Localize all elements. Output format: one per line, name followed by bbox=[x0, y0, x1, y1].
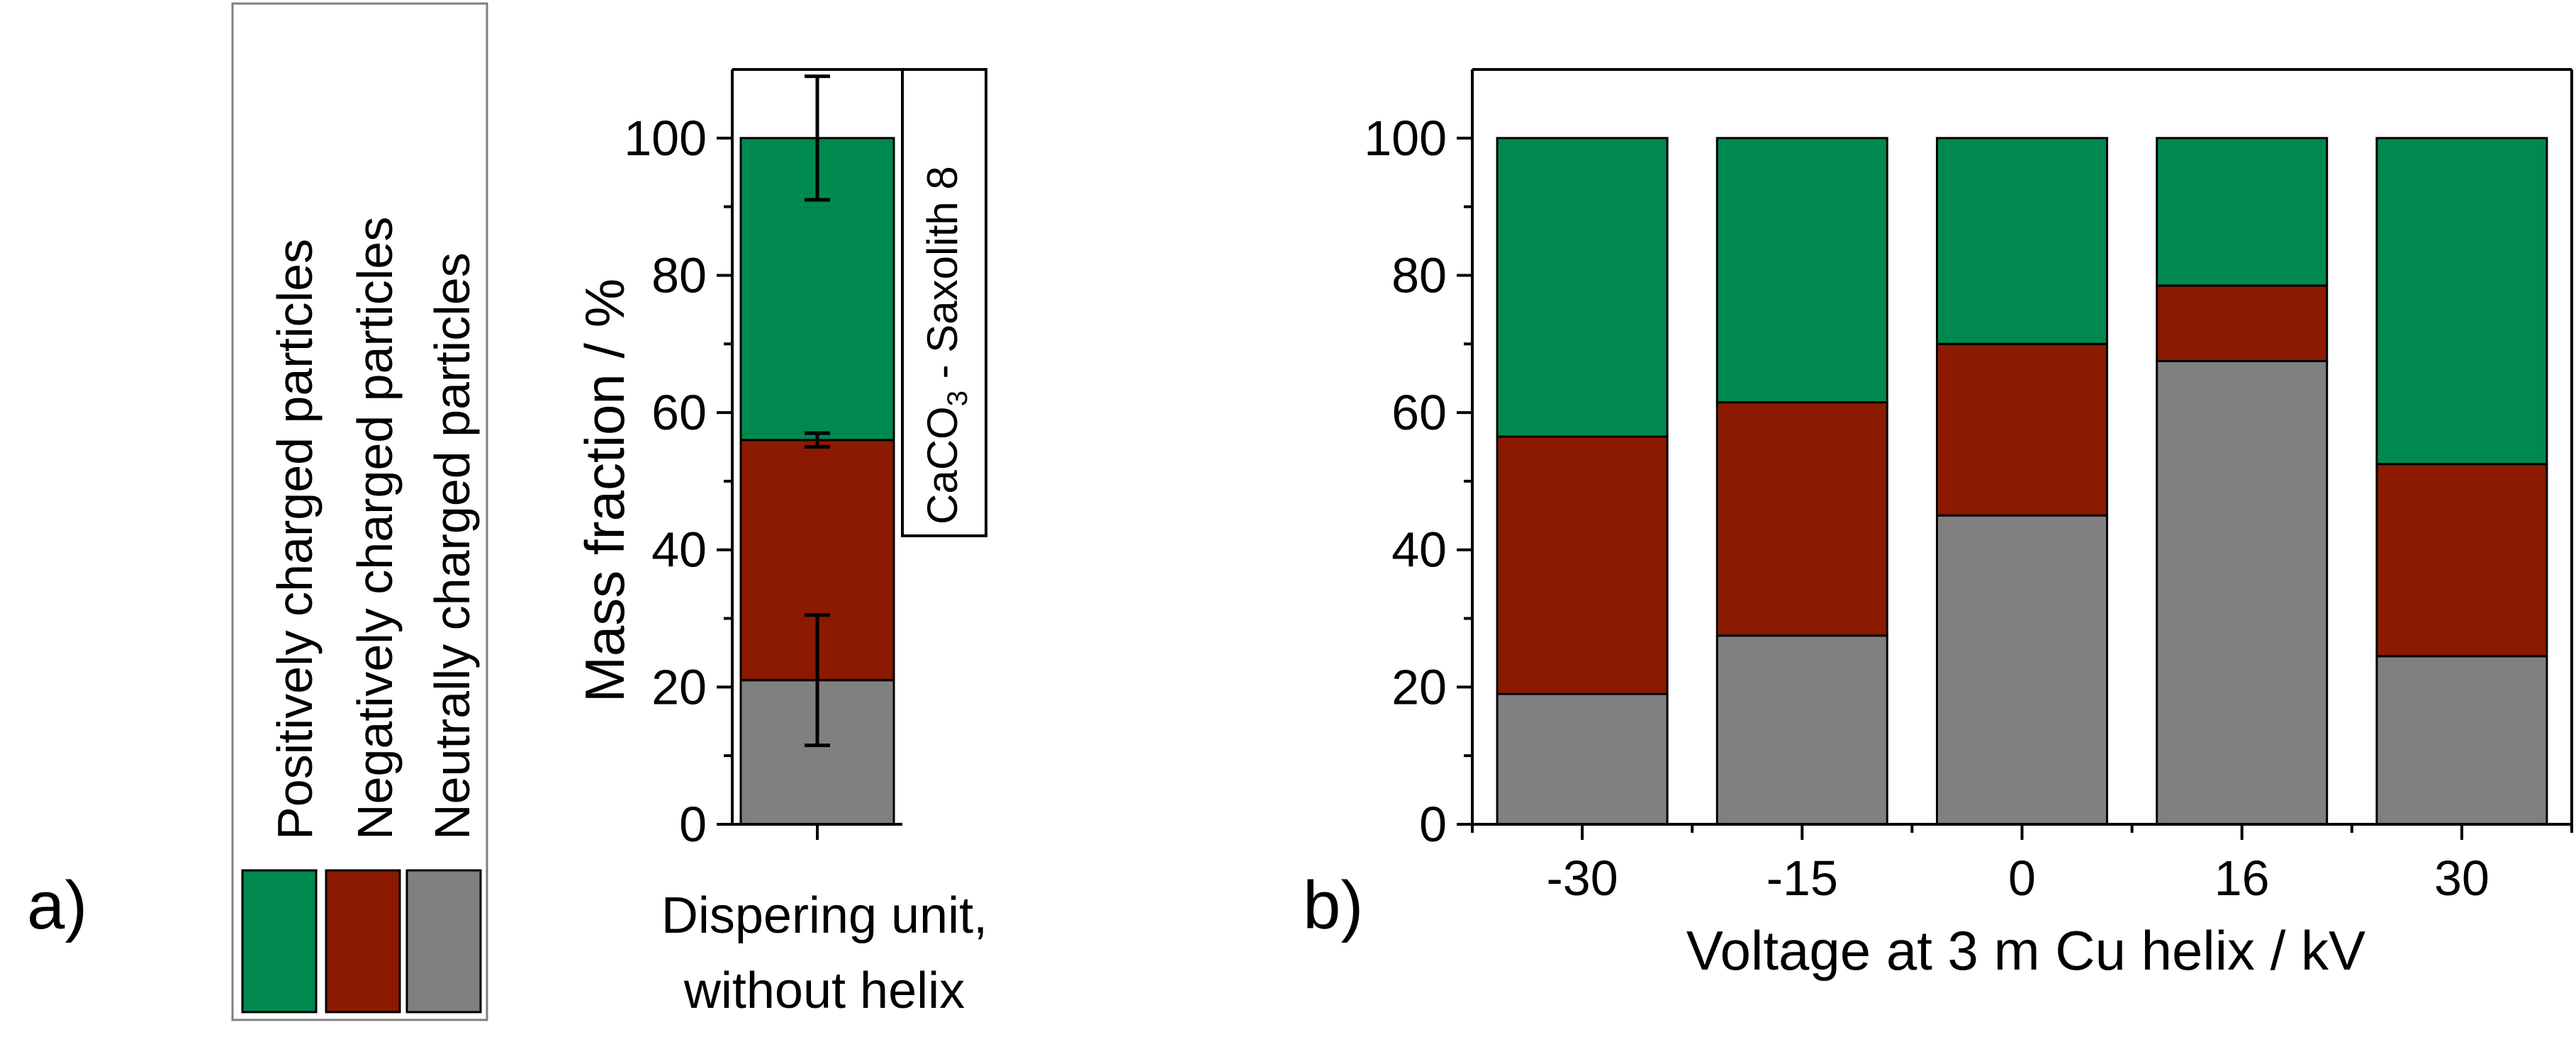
y-tick-label-5: 100 bbox=[624, 111, 707, 166]
panel-b-axes: -30 -15 0 16 30 0 20 40 60 80 100 bbox=[1364, 68, 2573, 906]
bar-negative-3 bbox=[2156, 284, 2329, 362]
bar-positive-4 bbox=[2375, 137, 2548, 466]
annotation-box: CaCO3 - Saxolith 8 bbox=[901, 68, 987, 537]
panel-b-chart: -30 -15 0 16 30 0 20 40 60 80 100 Voltage at 3 m C… bbox=[1364, 68, 2573, 982]
annotation-text-subscript: 3 bbox=[942, 391, 973, 406]
legend-frame bbox=[231, 2, 488, 1021]
bar-neutral-4 bbox=[2375, 655, 2548, 826]
bar-neutral-1 bbox=[1715, 634, 1888, 826]
bar-neutral-3 bbox=[2156, 360, 2329, 826]
bar-negative-2 bbox=[1936, 342, 2108, 517]
bar-neutral-0 bbox=[1496, 692, 1669, 826]
bar-neutral-2 bbox=[1936, 514, 2108, 826]
x-tick-label-0: -30 bbox=[1547, 851, 1618, 906]
y-tick-label-2: 40 bbox=[1391, 522, 1447, 578]
annotation-text: CaCO3 - Saxolith 8 bbox=[919, 166, 973, 524]
panel-a-axes: 0 20 40 60 80 100 bbox=[624, 68, 902, 852]
y-tick-label-3: 60 bbox=[1391, 385, 1447, 440]
annotation-text-prefix: CaCO bbox=[919, 406, 966, 524]
panel-a-category-line-1: Dispering unit, bbox=[661, 887, 987, 944]
x-tick-label-3: 16 bbox=[2214, 851, 2270, 906]
legend-swatch-positive bbox=[241, 869, 318, 1014]
legend-swatch-neutral bbox=[405, 869, 482, 1014]
panel-a-y-axis-title: Mass fraction / % bbox=[573, 279, 636, 702]
bar-positive-3 bbox=[2156, 137, 2329, 287]
panel-b-bars bbox=[1496, 137, 2548, 826]
legend-label-neutral: Neutrally charged particles bbox=[425, 252, 480, 840]
legend-swatch-negative bbox=[325, 869, 401, 1014]
panel-label-b: b) bbox=[1303, 868, 1363, 943]
panel-b-x-axis-title: Voltage at 3 m Cu helix / kV bbox=[1686, 919, 2365, 982]
annotation-text-suffix: - Saxolith 8 bbox=[919, 166, 966, 391]
bar-negative-4 bbox=[2375, 463, 2548, 658]
legend: Positively charged particles Negatively … bbox=[231, 2, 488, 1021]
panel-a-chart: 0 20 40 60 80 100 Mass fraction / % Dispering… bbox=[573, 68, 987, 1019]
x-tick-label-2: 0 bbox=[2008, 851, 2036, 906]
bar-negative-1 bbox=[1715, 401, 1888, 637]
x-tick-label-1: -15 bbox=[1766, 851, 1838, 906]
x-tick-label-4: 30 bbox=[2434, 851, 2490, 906]
bar-negative-0 bbox=[1496, 435, 1669, 695]
bar-positive-0 bbox=[1496, 137, 1669, 438]
annotation-frame bbox=[901, 68, 987, 537]
y-tick-label-0: 0 bbox=[679, 797, 707, 852]
panel-a-error-bars bbox=[805, 74, 830, 748]
bar-positive-1 bbox=[1715, 137, 1888, 404]
y-tick-label-0: 0 bbox=[1419, 797, 1447, 852]
y-tick-label-5: 100 bbox=[1364, 111, 1447, 166]
legend-label-positive: Positively charged particles bbox=[267, 239, 323, 840]
y-tick-label-4: 80 bbox=[651, 247, 707, 303]
y-tick-label-4: 80 bbox=[1391, 247, 1447, 303]
legend-label-negative: Negatively charged particles bbox=[347, 217, 403, 840]
bar-positive-2 bbox=[1936, 137, 2108, 345]
panel-a-category-line-2: without helix bbox=[683, 962, 965, 1019]
y-tick-label-2: 40 bbox=[651, 522, 707, 578]
y-tick-label-1: 20 bbox=[651, 659, 707, 714]
y-tick-label-3: 60 bbox=[651, 385, 707, 440]
panel-label-a: a) bbox=[27, 868, 87, 943]
y-tick-label-1: 20 bbox=[1391, 659, 1447, 714]
